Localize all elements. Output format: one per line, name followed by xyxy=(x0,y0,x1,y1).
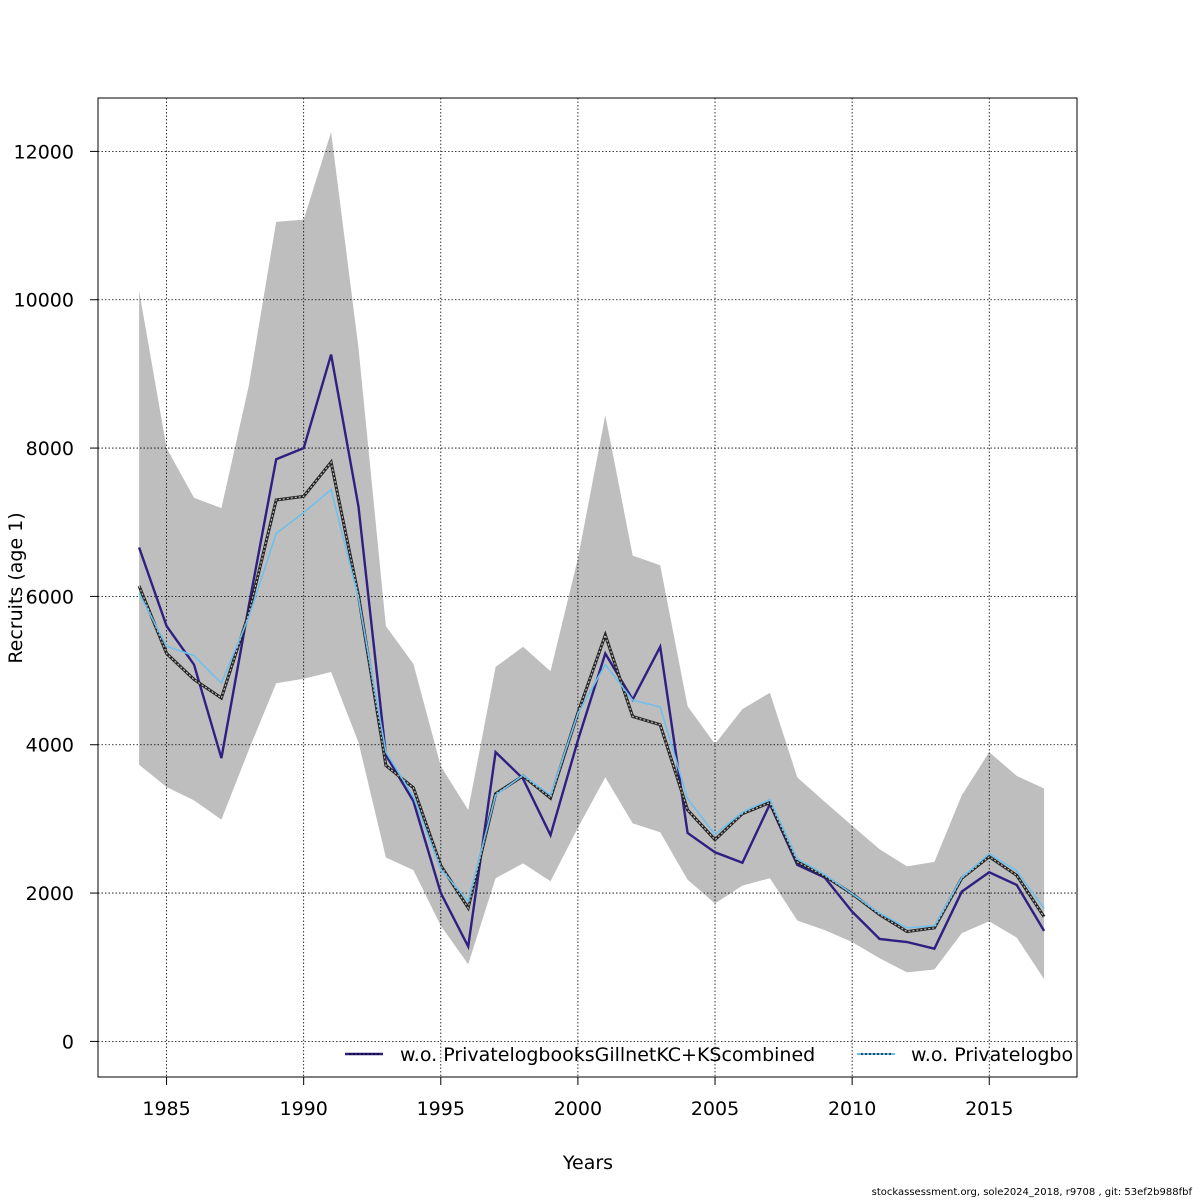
legend: w.o. PrivatelogbooksGillnetKC+KScombined… xyxy=(345,1044,1073,1066)
y-tick-label: 6000 xyxy=(26,586,74,608)
x-tick-label: 2015 xyxy=(965,1098,1013,1120)
y-tick-label: 10000 xyxy=(14,290,74,312)
x-tick-label: 1985 xyxy=(142,1098,190,1120)
y-tick-label: 0 xyxy=(62,1031,74,1053)
confidence-band xyxy=(139,132,1045,980)
legend-item-gillnet-label: w.o. PrivatelogbooksGillnetKC+KScombined xyxy=(400,1044,815,1066)
y-tick-label: 4000 xyxy=(26,735,74,757)
x-tick-label: 2005 xyxy=(691,1098,739,1120)
axis-layer: 1985 1990 1995 2000 2005 2010 2015 0 2000 4000 600… xyxy=(14,141,1014,1120)
series-line-gillnet xyxy=(137,354,1046,951)
grid-layer xyxy=(98,98,1077,1077)
x-tick-label: 1995 xyxy=(417,1098,465,1120)
x-tick-label: 2000 xyxy=(554,1098,602,1120)
confidence-band-layer xyxy=(139,132,1045,980)
y-tick-label: 8000 xyxy=(26,438,74,460)
series-line-privatelogbooks xyxy=(138,488,1045,929)
series-layer xyxy=(137,354,1046,951)
x-axis-title: Years xyxy=(562,1152,613,1174)
reference-line-dots xyxy=(138,460,1045,933)
y-axis-title: Recruits (age 1) xyxy=(5,512,27,663)
legend-item-privatelogbooks-label: w.o. Privatelogbo xyxy=(911,1044,1073,1066)
y-tick-label: 2000 xyxy=(26,883,74,905)
plot-frame xyxy=(97,97,1078,1078)
footer-credit: stockassessment.org, sole2024_2018, r970… xyxy=(871,1187,1192,1198)
y-tick-label: 12000 xyxy=(14,141,74,163)
x-tick-label: 2010 xyxy=(828,1098,876,1120)
x-tick-label: 1990 xyxy=(279,1098,327,1120)
